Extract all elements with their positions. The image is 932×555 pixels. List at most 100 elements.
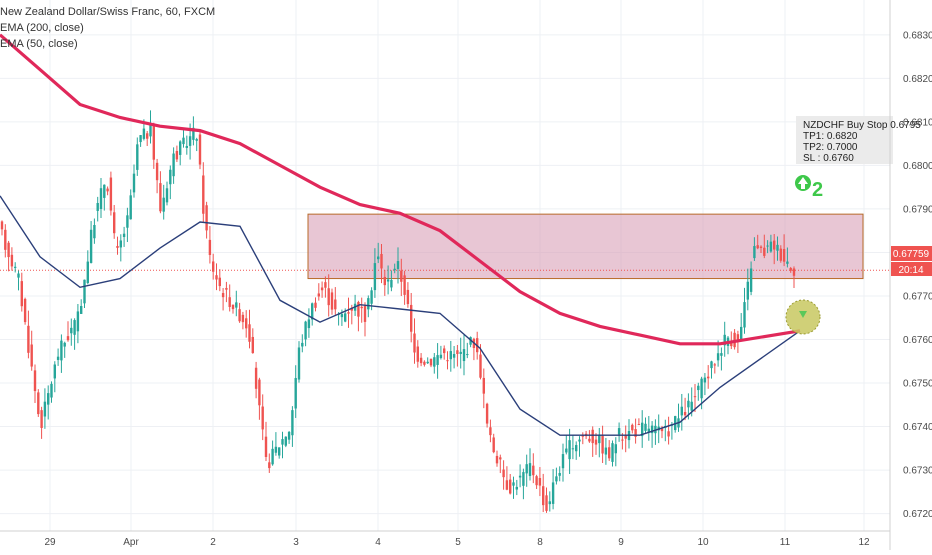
up-arrow-glyph bbox=[798, 177, 808, 189]
candle-body bbox=[697, 385, 700, 391]
candle-body bbox=[109, 177, 113, 211]
annotation-line: TP2: 0.7000 bbox=[803, 142, 858, 153]
candle-body bbox=[753, 246, 756, 259]
legend-symbol[interactable]: New Zealand Dollar/Swiss Franc, 60, FXCM bbox=[0, 6, 216, 18]
candle-body bbox=[297, 347, 301, 380]
ema50-line[interactable] bbox=[0, 195, 801, 436]
candle-body bbox=[89, 229, 93, 263]
candle-body bbox=[492, 437, 495, 453]
candle-body bbox=[614, 444, 617, 454]
candle-body bbox=[301, 342, 304, 347]
time-tick-label: 8 bbox=[537, 537, 543, 548]
time-tick-label: 2 bbox=[210, 537, 216, 548]
candle-body bbox=[571, 448, 575, 450]
candle-body bbox=[182, 137, 185, 145]
candle-body bbox=[693, 396, 697, 398]
candle-body bbox=[786, 261, 789, 264]
candle-body bbox=[162, 197, 165, 212]
candle-body bbox=[782, 249, 786, 262]
candle-body bbox=[40, 410, 43, 428]
candle-body bbox=[248, 324, 251, 342]
candle-body bbox=[703, 377, 707, 383]
candle-body bbox=[63, 342, 66, 347]
candle-body bbox=[509, 479, 512, 494]
candle-body bbox=[730, 343, 733, 347]
candle-body bbox=[565, 448, 568, 453]
candle-body bbox=[212, 261, 215, 272]
candle-body bbox=[690, 401, 693, 411]
candle-body bbox=[205, 205, 208, 231]
candle-body bbox=[581, 435, 584, 437]
candle-body bbox=[357, 302, 360, 317]
time-tick-label: 9 bbox=[618, 537, 624, 548]
candle-body bbox=[419, 357, 423, 364]
candle-body bbox=[159, 183, 162, 212]
legend-ema200[interactable]: EMA (200, close) bbox=[0, 22, 84, 34]
candle-body bbox=[773, 240, 776, 250]
candle-body bbox=[568, 440, 571, 460]
candle-body bbox=[631, 424, 634, 431]
candle-body bbox=[195, 139, 198, 141]
candle-body bbox=[386, 279, 390, 282]
candle-body bbox=[766, 245, 769, 247]
time-axis[interactable]: 29 Apr 2 3 4 5 8 9 10 11 12 bbox=[44, 537, 870, 548]
candle-body bbox=[710, 361, 713, 369]
candle-body bbox=[304, 321, 307, 340]
legend-ema50[interactable]: EMA (50, close) bbox=[0, 38, 78, 50]
candle-body bbox=[789, 267, 792, 271]
candle-body bbox=[50, 383, 53, 398]
candle-body bbox=[245, 318, 248, 329]
candle-body bbox=[17, 273, 20, 278]
candle-body bbox=[601, 435, 604, 454]
candle-body bbox=[83, 279, 86, 304]
candle-body bbox=[202, 175, 205, 214]
candle-body bbox=[396, 261, 400, 269]
candle-body bbox=[756, 245, 759, 249]
candle-body bbox=[634, 429, 637, 437]
annotation-line: SL : 0.6760 bbox=[803, 153, 854, 164]
candle-body bbox=[165, 188, 169, 203]
candle-body bbox=[792, 268, 796, 276]
candle-body bbox=[14, 266, 17, 268]
candle-body bbox=[383, 276, 386, 286]
candle-body bbox=[155, 162, 159, 181]
candle-body bbox=[456, 350, 459, 355]
candle-body bbox=[624, 434, 627, 439]
ema200-line[interactable] bbox=[0, 33, 801, 346]
candle-body bbox=[410, 304, 413, 332]
candle-body bbox=[535, 476, 538, 486]
annotation-line: TP1: 0.6820 bbox=[803, 131, 858, 142]
candle-body bbox=[769, 241, 773, 252]
candle-body bbox=[495, 455, 499, 464]
candle-body bbox=[70, 327, 73, 334]
target-arrow bbox=[799, 311, 807, 318]
candle-body bbox=[278, 447, 281, 456]
candle-body bbox=[218, 277, 221, 287]
candle-body bbox=[707, 376, 710, 379]
candle-body bbox=[0, 221, 4, 230]
candle-body bbox=[119, 240, 122, 248]
candle-body bbox=[33, 370, 37, 392]
candle-body bbox=[380, 253, 383, 269]
resistance-zone[interactable] bbox=[307, 213, 864, 280]
candle-body bbox=[532, 465, 535, 476]
candle-body bbox=[548, 501, 551, 505]
target-marker bbox=[785, 299, 821, 335]
candle-body bbox=[561, 454, 565, 469]
candle-body bbox=[449, 351, 452, 360]
candle-body bbox=[736, 334, 740, 342]
candle-body bbox=[740, 326, 743, 340]
candle-body bbox=[225, 287, 228, 290]
candle-body bbox=[687, 400, 690, 408]
candle-body bbox=[215, 275, 218, 280]
candle-body bbox=[56, 356, 60, 360]
candle-body bbox=[103, 184, 106, 198]
